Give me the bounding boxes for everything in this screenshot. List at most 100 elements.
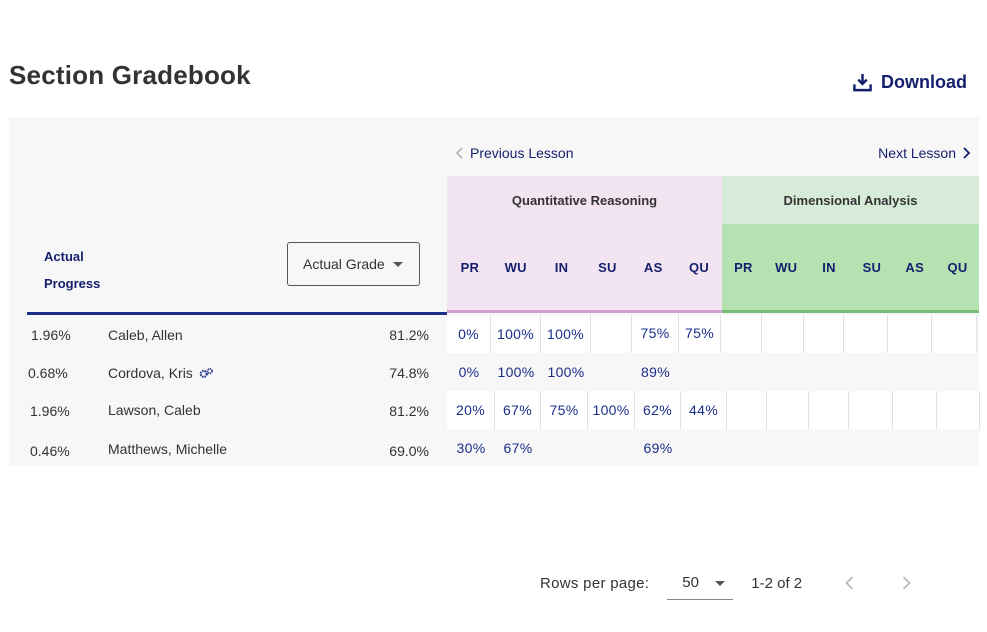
progress-value: 0.46% [30, 443, 70, 459]
score-cell[interactable] [588, 430, 635, 466]
actual-progress-line1: Actual [44, 249, 84, 264]
column-header[interactable]: AS [905, 259, 925, 275]
column-header[interactable]: IN [822, 259, 836, 275]
score-cell[interactable] [541, 430, 588, 466]
group-header-quantitative-reasoning: Quantitative Reasoning [447, 176, 722, 224]
score-cell[interactable] [762, 315, 804, 353]
column-header[interactable]: SU [862, 259, 882, 275]
column-headers-dimensional-analysis: PR WU IN SU AS QU [722, 224, 979, 313]
grade-value: 74.8% [389, 365, 429, 381]
score-cell[interactable] [849, 391, 893, 429]
score-cell[interactable]: 75% [679, 315, 721, 353]
group-header-dimensional-analysis: Dimensional Analysis [722, 176, 979, 224]
score-cell[interactable] [844, 315, 888, 353]
student-name-text: Matthews, Michelle [108, 441, 228, 457]
score-cell[interactable] [804, 315, 844, 353]
score-cells: 0% 100% 100% 75% 75% [447, 315, 977, 353]
column-headers-quantitative-reasoning: PR WU IN SU AS QU [447, 224, 722, 313]
student-name-text: Lawson, Caleb [108, 402, 201, 418]
score-cell[interactable]: 0% [447, 315, 491, 353]
score-cell[interactable]: 100% [588, 391, 635, 429]
previous-lesson-label: Previous Lesson [470, 145, 574, 161]
score-cell[interactable] [727, 391, 767, 429]
score-cell[interactable]: 100% [541, 315, 591, 353]
progress-value: 1.96% [30, 403, 70, 419]
score-cell[interactable]: 67% [495, 391, 541, 429]
score-cell[interactable] [937, 391, 980, 429]
column-header[interactable]: PR [734, 259, 753, 275]
score-cell[interactable] [591, 354, 632, 390]
table-row[interactable]: 1.96% Caleb, Allen 81.2% 0% 100% 100% 75… [9, 315, 979, 353]
score-cell[interactable]: 30% [456, 440, 486, 456]
table-row[interactable]: 1.96% Lawson, Caleb 81.2% 20% 67% 75% 10… [9, 391, 980, 429]
student-name[interactable]: Matthews, Michelle [108, 441, 227, 457]
score-cell[interactable] [681, 430, 727, 466]
next-lesson-label: Next Lesson [878, 145, 956, 161]
column-header[interactable]: WU [775, 259, 798, 275]
score-cell[interactable] [767, 391, 809, 429]
gears-icon[interactable] [199, 367, 214, 379]
chevron-right-icon [963, 147, 971, 159]
score-cell[interactable] [809, 391, 849, 429]
column-header[interactable]: WU [504, 259, 527, 275]
column-header[interactable]: PR [460, 259, 480, 275]
chevron-left-icon [455, 147, 463, 159]
table-row[interactable]: 0.46% Matthews, Michelle 69.0% 30% 67% 6… [9, 430, 979, 466]
score-cell[interactable]: 44% [681, 391, 727, 429]
student-name[interactable]: Caleb, Allen [108, 327, 183, 343]
score-cell[interactable]: 20% [447, 391, 495, 429]
score-cell[interactable]: 100% [497, 364, 535, 380]
student-name[interactable]: Lawson, Caleb [108, 402, 201, 418]
score-cell[interactable]: 67% [503, 440, 533, 456]
header-divider [27, 312, 447, 315]
score-cells: 30% 67% 69% [447, 430, 727, 466]
grade-type-value: Actual Grade [303, 256, 385, 272]
column-header[interactable]: QU [947, 259, 968, 275]
download-label: Download [881, 72, 967, 92]
column-header[interactable]: AS [643, 259, 663, 275]
score-cell[interactable]: 100% [491, 315, 541, 353]
student-name[interactable]: Cordova, Kris [108, 365, 214, 381]
progress-value: 1.96% [31, 327, 71, 343]
column-header[interactable]: IN [554, 259, 569, 275]
score-cell[interactable]: 69% [643, 440, 673, 456]
rows-per-page-select[interactable]: 50 [667, 566, 734, 600]
column-header[interactable]: SU [598, 259, 617, 275]
score-cell[interactable]: 75% [541, 391, 588, 429]
next-page-button[interactable] [895, 572, 917, 594]
grade-value: 69.0% [389, 443, 429, 459]
score-cell[interactable]: 100% [547, 364, 585, 380]
score-cell[interactable]: 0% [458, 364, 480, 380]
previous-page-button[interactable] [838, 572, 860, 594]
score-cell[interactable] [591, 315, 632, 353]
column-header[interactable]: QU [689, 259, 710, 275]
actual-progress-line2: Progress [44, 276, 101, 291]
table-row[interactable]: 0.68% Cordova, Kris 74.8% 0% 100% 100% 8… [9, 354, 979, 390]
score-cells: 20% 67% 75% 100% 62% 44% [447, 391, 980, 429]
chevron-left-icon [844, 576, 853, 590]
rows-per-page-value: 50 [682, 574, 699, 591]
rows-per-page-label: Rows per page: [540, 574, 650, 592]
score-cell[interactable]: 75% [632, 315, 679, 353]
score-cell[interactable] [679, 354, 721, 390]
student-name-text: Cordova, Kris [108, 365, 193, 381]
pagination-range: 1-2 of 2 [751, 574, 803, 592]
pagination: Rows per page: 50 1-2 of 2 [540, 566, 952, 600]
caret-down-icon [715, 581, 726, 586]
score-cell[interactable] [721, 315, 762, 353]
grade-value: 81.2% [389, 327, 429, 343]
download-button[interactable]: Download [853, 72, 967, 93]
score-cell[interactable] [932, 315, 977, 353]
score-cell[interactable] [893, 391, 937, 429]
page-title: Section Gradebook [9, 60, 251, 90]
score-cell[interactable]: 62% [635, 391, 681, 429]
previous-lesson-link[interactable]: Previous Lesson [455, 145, 574, 161]
chevron-right-icon [902, 576, 911, 590]
score-cell[interactable]: 89% [641, 364, 670, 380]
score-cells: 0% 100% 100% 89% [447, 354, 721, 390]
caret-down-icon [393, 262, 403, 267]
next-lesson-link[interactable]: Next Lesson [878, 145, 971, 161]
score-cell[interactable] [888, 315, 932, 353]
grade-type-select[interactable]: Actual Grade [287, 242, 420, 286]
actual-progress-header[interactable]: Actual Progress [44, 243, 100, 297]
